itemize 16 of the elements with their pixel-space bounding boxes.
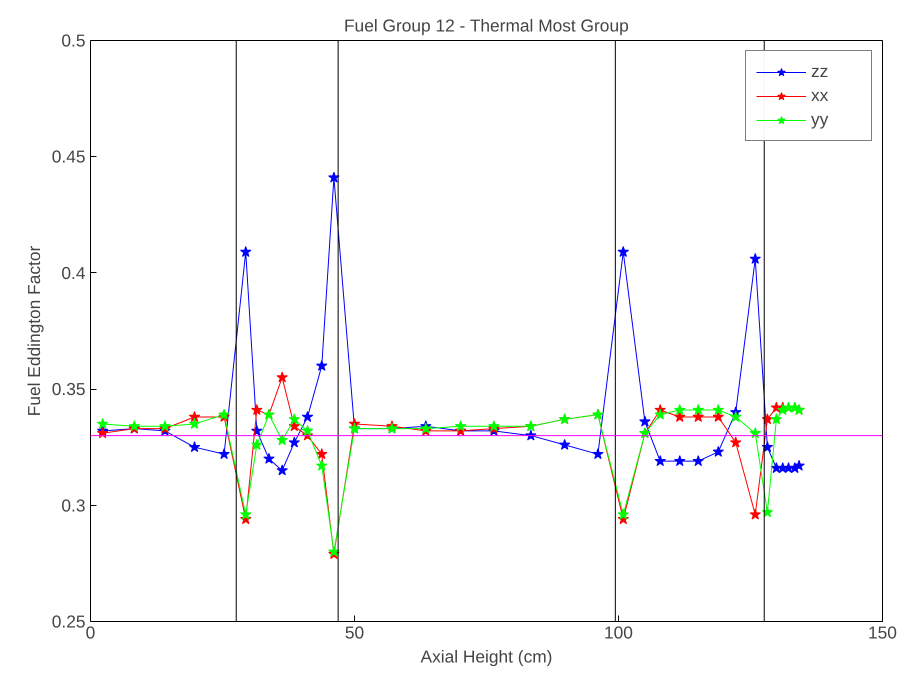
legend-label: yy — [811, 109, 830, 130]
y-tick-label: 0.35 — [52, 379, 86, 400]
y-axis-title: Fuel Eddington Factor — [24, 246, 44, 416]
y-tick-label: 0.4 — [61, 262, 86, 283]
y-tick-label: 0.25 — [52, 612, 86, 632]
chart-title: Fuel Group 12 - Thermal Most Group — [344, 16, 629, 36]
x-tick-label: 100 — [604, 622, 633, 642]
x-tick-label: 0 — [86, 622, 96, 642]
y-tick-label: 0.3 — [61, 495, 86, 516]
x-axis-title: Axial Height (cm) — [420, 646, 552, 666]
legend-label: zz — [811, 61, 830, 82]
y-tick-label: 0.5 — [61, 30, 86, 50]
legend-label: xx — [811, 85, 830, 106]
y-tick-label: 0.45 — [52, 146, 86, 167]
x-tick-label: 50 — [344, 622, 364, 642]
x-tick-label: 150 — [868, 622, 897, 642]
